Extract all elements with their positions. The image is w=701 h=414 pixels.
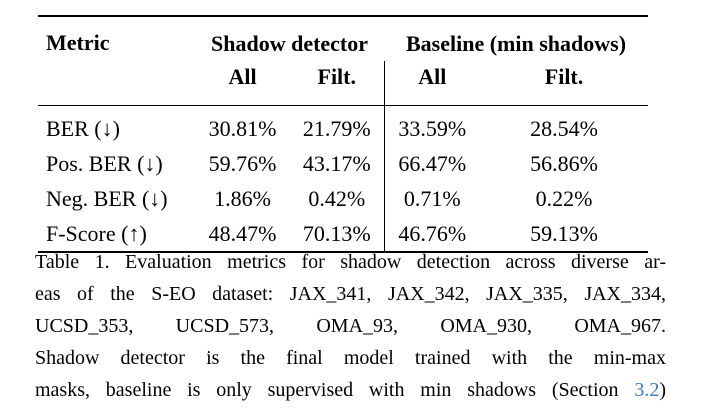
table-row-neg-ber: Neg. BER (↓) 1.86% 0.42% 0.71% 0.22% bbox=[38, 181, 648, 216]
caption-line: UCSD_353, UCSD_573, OMA_93, OMA_930, OMA… bbox=[35, 315, 666, 337]
value-shadow-detector-filt: 70.13% bbox=[302, 220, 371, 246]
column-header-shadow-detector-filt: Filt. bbox=[290, 61, 385, 106]
caption-closing-paren: ) bbox=[659, 379, 666, 401]
value-shadow-detector-filt: 0.42% bbox=[308, 185, 366, 211]
table-subheader-row: All Filt. All Filt. bbox=[38, 61, 649, 106]
value-baseline-all: 66.47% bbox=[383, 146, 481, 181]
caption-line: Shadow detector is the final model train… bbox=[35, 347, 666, 369]
value-shadow-detector-all: 30.81% bbox=[208, 115, 277, 141]
value-shadow-detector-filt: 21.79% bbox=[302, 115, 371, 141]
column-group-shadow-detector: Shadow detector bbox=[210, 31, 369, 56]
caption-line-last: masks, baseline is only supervised with … bbox=[35, 374, 666, 406]
table-row-pos-ber: Pos. BER (↓) 59.76% 43.17% 66.47% 56.86% bbox=[38, 146, 648, 181]
table-row-fscore: F-Score (↑) 48.47% 70.13% 46.76% 59.13% bbox=[38, 216, 648, 252]
column-header-metric: Metric bbox=[38, 16, 195, 106]
column-header-baseline-filt: Filt. bbox=[480, 61, 649, 106]
column-header-baseline-all: All bbox=[383, 61, 481, 106]
evaluation-metrics-table: Metric Shadow detector Baseline (min sha… bbox=[38, 15, 649, 253]
metric-label: Neg. BER (↓) bbox=[46, 185, 168, 211]
value-baseline-filt: 0.22% bbox=[535, 185, 593, 211]
section-3-2-link[interactable]: 3.2 bbox=[634, 379, 660, 401]
metric-label: F-Score (↑) bbox=[46, 220, 147, 246]
value-baseline-filt: 56.86% bbox=[530, 150, 598, 176]
table-group-header-row: Metric Shadow detector Baseline (min sha… bbox=[38, 16, 648, 106]
value-shadow-detector-all: 1.86% bbox=[214, 185, 271, 211]
metric-label: BER (↓) bbox=[46, 115, 120, 141]
caption-last-line-text: masks, baseline is only supervised with … bbox=[35, 379, 635, 401]
table-caption: Table 1. Evaluation metrics for shadow d… bbox=[35, 246, 666, 406]
value-baseline-filt: 28.54% bbox=[530, 115, 598, 141]
column-group-baseline-min-shadows: Baseline (min shadows) bbox=[406, 31, 627, 56]
value-baseline-filt: 59.13% bbox=[530, 220, 598, 246]
value-shadow-detector-filt: 43.17% bbox=[302, 150, 371, 176]
table-row-ber: BER (↓) 30.81% 21.79% 33.59% 28.54% bbox=[38, 105, 648, 146]
value-baseline-all: 0.71% bbox=[383, 181, 481, 216]
metric-label: Pos. BER (↓) bbox=[46, 150, 163, 176]
value-baseline-all: 46.76% bbox=[383, 216, 481, 252]
caption-line: Table 1. Evaluation metrics for shadow d… bbox=[35, 251, 666, 273]
value-shadow-detector-all: 48.47% bbox=[208, 220, 277, 246]
value-baseline-all: 33.59% bbox=[383, 105, 481, 146]
column-header-shadow-detector-all: All bbox=[195, 61, 290, 106]
value-shadow-detector-all: 59.76% bbox=[208, 150, 277, 176]
caption-line: eas of the S-EO dataset: JAX_341, JAX_34… bbox=[35, 283, 666, 305]
